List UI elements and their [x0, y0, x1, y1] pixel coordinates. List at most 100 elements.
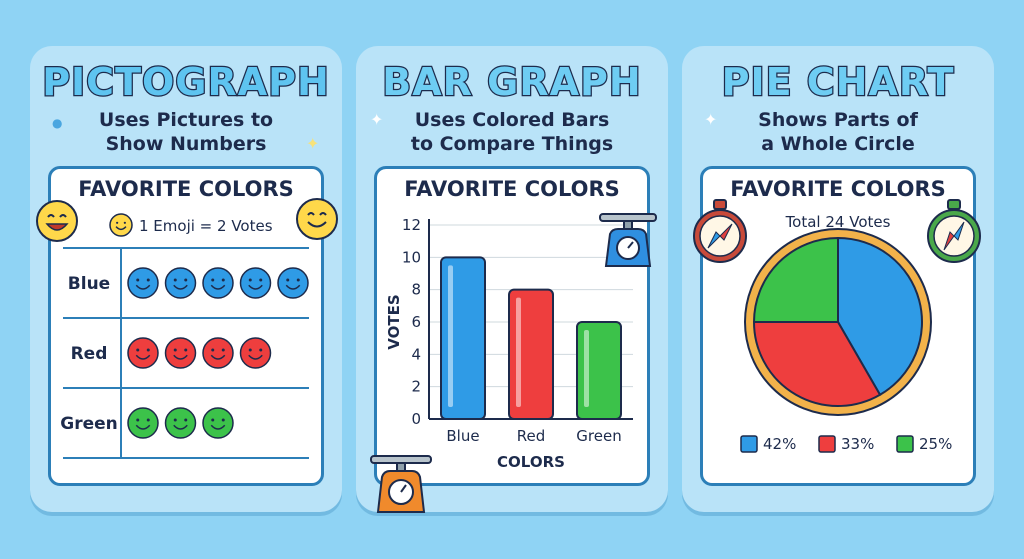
- pictograph-emoji-circle: [164, 407, 197, 439]
- y-axis-label: VOTES: [385, 294, 403, 349]
- x-tick-label: Blue: [446, 427, 479, 445]
- pictograph-subtitle-line1: Uses Pictures to: [98, 109, 274, 131]
- y-tick-label: 2: [411, 378, 421, 396]
- legend-swatch: [740, 435, 758, 453]
- pictograph-emoji-eye: [136, 278, 140, 282]
- pie-chart-panel: FAVORITE COLORS Total 24 Votes 42% 33% 25%: [700, 166, 976, 486]
- scale-icon: [599, 213, 657, 267]
- pictograph-emoji-eye: [184, 418, 188, 422]
- pictograph-emoji-eye: [184, 278, 188, 282]
- pictograph-emoji-circle: [127, 337, 159, 369]
- pictograph-emoji-circle: [239, 267, 272, 299]
- bar-graph-title: BAR GRAPH: [381, 59, 642, 106]
- pie-chart-subtitle-line2: a Whole Circle: [761, 133, 915, 155]
- key-emoji-eye: [123, 221, 126, 224]
- pie-slice: [752, 236, 839, 323]
- bar-highlight: [448, 265, 453, 407]
- pie-chart-subtitle-line1: Shows Parts of: [758, 109, 918, 131]
- pictograph-emoji-eye: [146, 278, 150, 282]
- legend-label: 25%: [919, 435, 952, 453]
- pictograph-emoji-circle: [127, 407, 159, 439]
- pictograph-emoji-circle: [127, 267, 159, 299]
- key-emoji-circle: [109, 213, 133, 237]
- pictograph-emoji-circle: [239, 337, 272, 369]
- bar-highlight: [516, 297, 521, 407]
- pie-slice: [752, 321, 882, 407]
- pictograph-emoji-eye: [173, 418, 177, 422]
- pictograph-emoji-mouth: [135, 424, 151, 430]
- pie-chart-title: PIE CHART: [720, 59, 955, 106]
- pictograph-emoji-eye: [136, 348, 140, 352]
- legend-label: 33%: [841, 435, 874, 453]
- pictograph-key-text: 1 Emoji = 2 Votes: [139, 217, 273, 235]
- y-tick-label: 10: [402, 248, 421, 266]
- pictograph-emoji-eye: [221, 418, 225, 422]
- bar-graph-subtitle-line1: Uses Colored Bars: [414, 109, 610, 131]
- pictograph-title: PICTOGRAPH: [41, 59, 330, 106]
- legend-swatch: [818, 435, 836, 453]
- pictograph-emoji-eye: [173, 278, 177, 282]
- pictograph-emoji-mouth: [248, 354, 263, 360]
- pictograph-emoji-eye: [211, 348, 215, 352]
- pictograph-emoji: [127, 337, 159, 369]
- pie-chart-panel-subtitle: Total 24 Votes: [785, 213, 891, 231]
- pictograph-emoji-eye: [146, 348, 150, 352]
- y-tick-label: 8: [411, 281, 421, 299]
- y-tick-label: 0: [411, 410, 421, 428]
- sparkle-icon: ✦: [370, 110, 384, 129]
- x-tick-label: Red: [517, 427, 546, 445]
- pictograph-panel: FAVORITE COLORS 1 Emoji = 2 Votes Blue Red…: [48, 166, 324, 486]
- pictograph-emoji: [239, 267, 272, 299]
- pictograph-emoji: [202, 337, 234, 369]
- pictograph-row-label: Green: [60, 414, 118, 434]
- key-emoji: [109, 213, 133, 237]
- smiley-emoji-icon: [36, 200, 78, 242]
- pictograph-emoji-mouth: [173, 424, 188, 430]
- pie-chart: 42% 33% 25%: [740, 228, 952, 453]
- pictograph-panel-title: FAVORITE COLORS: [78, 177, 294, 201]
- pictograph-emoji-circle: [202, 407, 234, 439]
- pictograph-subtitle: Uses Pictures to Show Numbers: [30, 108, 342, 156]
- pictograph-emoji-eye: [221, 278, 225, 282]
- compass-icon: [927, 199, 981, 263]
- pictograph-emoji-eye: [211, 418, 215, 422]
- bar-graph-panel-title: FAVORITE COLORS: [404, 177, 620, 201]
- y-tick-label: 6: [411, 313, 421, 331]
- pictograph-emoji: [164, 407, 197, 439]
- pictograph-emoji-mouth: [210, 284, 226, 290]
- pictograph-emoji-eye: [211, 278, 215, 282]
- pictograph-emoji-eye: [173, 348, 177, 352]
- pie-chart-panel-title: FAVORITE COLORS: [730, 177, 946, 201]
- pictograph-emoji-eye: [221, 348, 225, 352]
- pictograph-emoji-circle: [202, 337, 234, 369]
- pictograph-card: PICTOGRAPH Uses Pictures to Show Numbers…: [30, 46, 342, 512]
- pie-chart-card: PIE CHART Shows Parts of a Whole Circle …: [682, 46, 994, 512]
- pictograph-emoji: [202, 407, 234, 439]
- legend-swatch: [896, 435, 914, 453]
- scale-icon: [370, 455, 432, 513]
- x-tick-label: Green: [576, 427, 621, 445]
- bar: [440, 256, 486, 421]
- pictograph-emoji-eye: [184, 348, 188, 352]
- pictograph-subtitle-line2: Show Numbers: [105, 133, 267, 155]
- pictograph-emoji-circle: [277, 267, 309, 299]
- pictograph-emoji: [202, 267, 234, 299]
- pictograph-emoji: [239, 337, 272, 369]
- pictograph-emoji: [164, 337, 197, 369]
- pictograph-emoji: [127, 407, 159, 439]
- smiley-emoji-icon: [296, 198, 338, 240]
- y-tick-label: 4: [411, 345, 421, 363]
- pictograph-emoji-eye: [248, 348, 252, 352]
- x-axis-label: COLORS: [497, 453, 565, 471]
- pictograph-emoji: [277, 267, 309, 299]
- y-tick-label: 12: [402, 216, 421, 234]
- dot-decoration: ●: [52, 116, 63, 130]
- pictograph-emoji-circle: [164, 267, 197, 299]
- pictograph-emoji-eye: [259, 348, 263, 352]
- pictograph-emoji-mouth: [135, 354, 151, 360]
- key-emoji-eye: [116, 221, 119, 224]
- sparkle-icon: ✦: [306, 134, 320, 153]
- pictograph-emoji-mouth: [210, 354, 226, 360]
- pie-slice: [837, 236, 923, 397]
- pictograph-emoji-eye: [136, 418, 140, 422]
